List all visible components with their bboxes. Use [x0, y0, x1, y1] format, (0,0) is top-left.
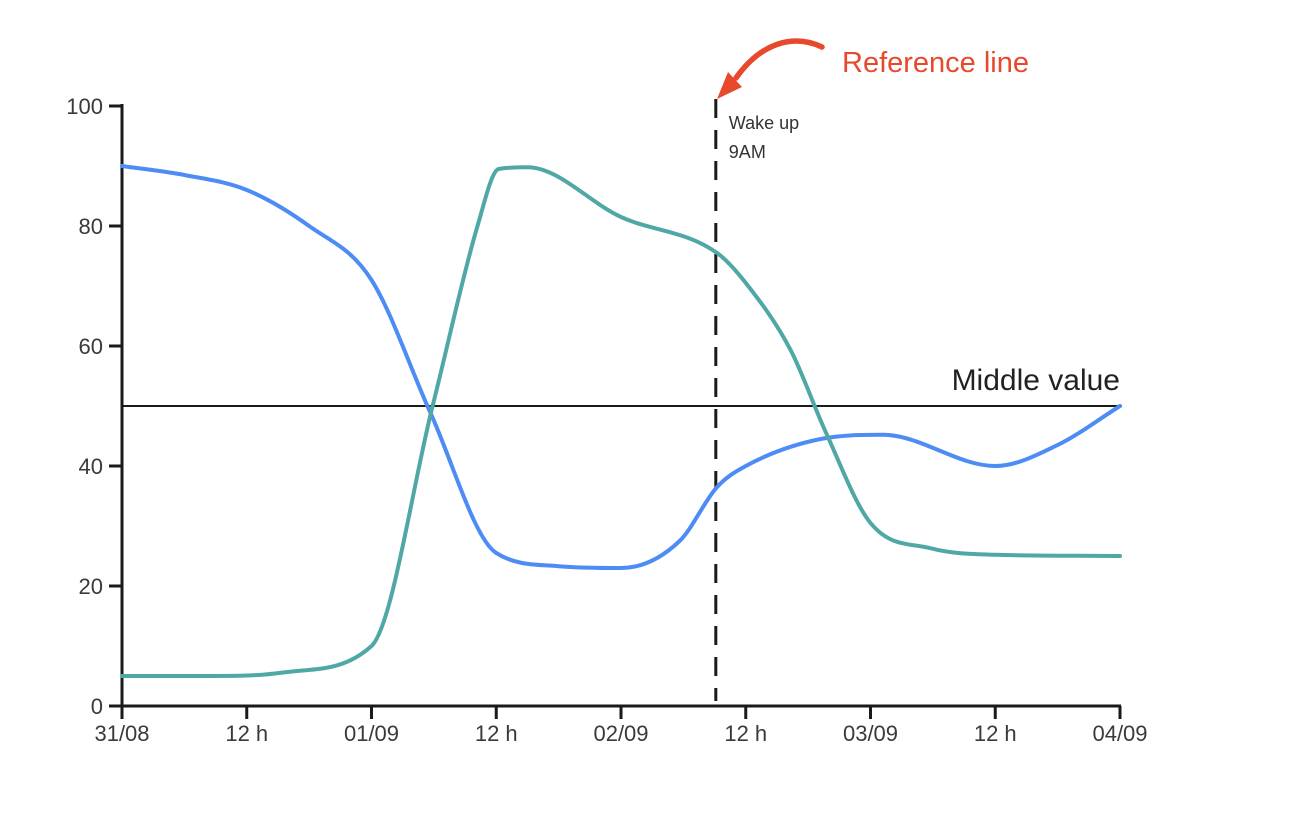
x-tick-label: 12 h [225, 721, 268, 746]
x-tick-label: 01/09 [344, 721, 399, 746]
x-tick-label: 12 h [475, 721, 518, 746]
wakeup-label-line2: 9AM [729, 142, 766, 162]
x-tick-label: 12 h [724, 721, 767, 746]
x-tick-label: 31/08 [94, 721, 149, 746]
middle-reference: Middle value [122, 364, 1122, 407]
reference-annotation-label: Reference line [842, 47, 1029, 79]
x-tick-label: 12 h [974, 721, 1017, 746]
y-tick-label: 40 [79, 454, 103, 479]
wakeup-reference: Wake up 9AM [714, 99, 799, 701]
reference-annotation: Reference line [717, 38, 1029, 99]
x-tick-label: 04/09 [1092, 721, 1147, 746]
y-tick-label: 0 [91, 694, 103, 719]
annotation-arrow-curve [733, 38, 825, 81]
x-axis-labels: 31/08 12 h 01/09 12 h 02/09 12 h 03/09 1… [94, 721, 1147, 746]
y-tick-label: 100 [66, 94, 103, 119]
y-tick-label: 60 [79, 334, 103, 359]
y-tick-label: 20 [79, 574, 103, 599]
x-tick-label: 02/09 [593, 721, 648, 746]
x-tick-label: 03/09 [843, 721, 898, 746]
x-tick-marks [120, 706, 1122, 719]
teal-line-series [120, 165, 1122, 679]
blue-line-series [120, 164, 1122, 570]
axes [109, 104, 1122, 719]
middle-reference-label: Middle value [952, 364, 1120, 397]
annotation-arrowhead-icon [717, 72, 742, 99]
y-tick-label: 80 [79, 214, 103, 239]
series-group [120, 164, 1122, 679]
y-tick-marks [109, 104, 122, 708]
y-axis-labels: 0 20 40 60 80 100 [66, 94, 103, 719]
wakeup-label-line1: Wake up [729, 113, 799, 133]
